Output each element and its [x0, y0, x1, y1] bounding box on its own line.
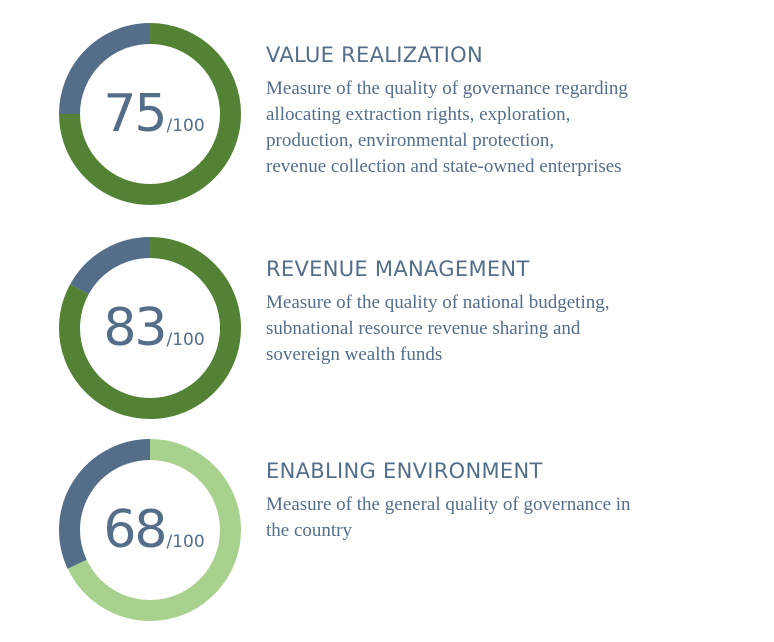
donut-arc-score: [67, 439, 241, 621]
donut-chart: 83 /100: [58, 236, 242, 420]
score-max: /100: [166, 532, 205, 552]
section-title: VALUE REALIZATION: [266, 43, 483, 67]
score-row-enabling-environment: 68 /100 ENABLING ENVIRONMENT Measure of …: [0, 416, 774, 621]
score-row-value-realization: 75 /100 VALUE REALIZATION Measure of the…: [0, 0, 774, 205]
donut-arc-score: [59, 23, 241, 205]
section-title: REVENUE MANAGEMENT: [266, 257, 530, 281]
score-max: /100: [166, 116, 205, 136]
donut-svg: [59, 23, 241, 205]
donut-arc-remainder: [59, 439, 151, 569]
donut-chart: 68 /100: [58, 438, 242, 622]
donut-arc-remainder: [59, 23, 151, 115]
score-value: 75: [103, 84, 167, 144]
section-description: Measure of the quality of national budge…: [266, 292, 610, 365]
score-value: 68: [103, 500, 167, 560]
score-value: 83: [103, 298, 167, 358]
donut-arc-remainder: [70, 237, 151, 295]
section-title: ENABLING ENVIRONMENT: [266, 459, 543, 483]
section-description: Measure of the general quality of govern…: [266, 494, 631, 541]
donut-svg: [59, 439, 241, 621]
donut-svg: [59, 237, 241, 419]
score-max: /100: [166, 330, 205, 350]
section-description: Measure of the quality of governance reg…: [266, 78, 628, 177]
donut-chart: 75 /100: [58, 22, 242, 206]
score-row-revenue-management: 83 /100 REVENUE MANAGEMENT Measure of th…: [0, 214, 774, 419]
donut-arc-score: [59, 237, 241, 419]
